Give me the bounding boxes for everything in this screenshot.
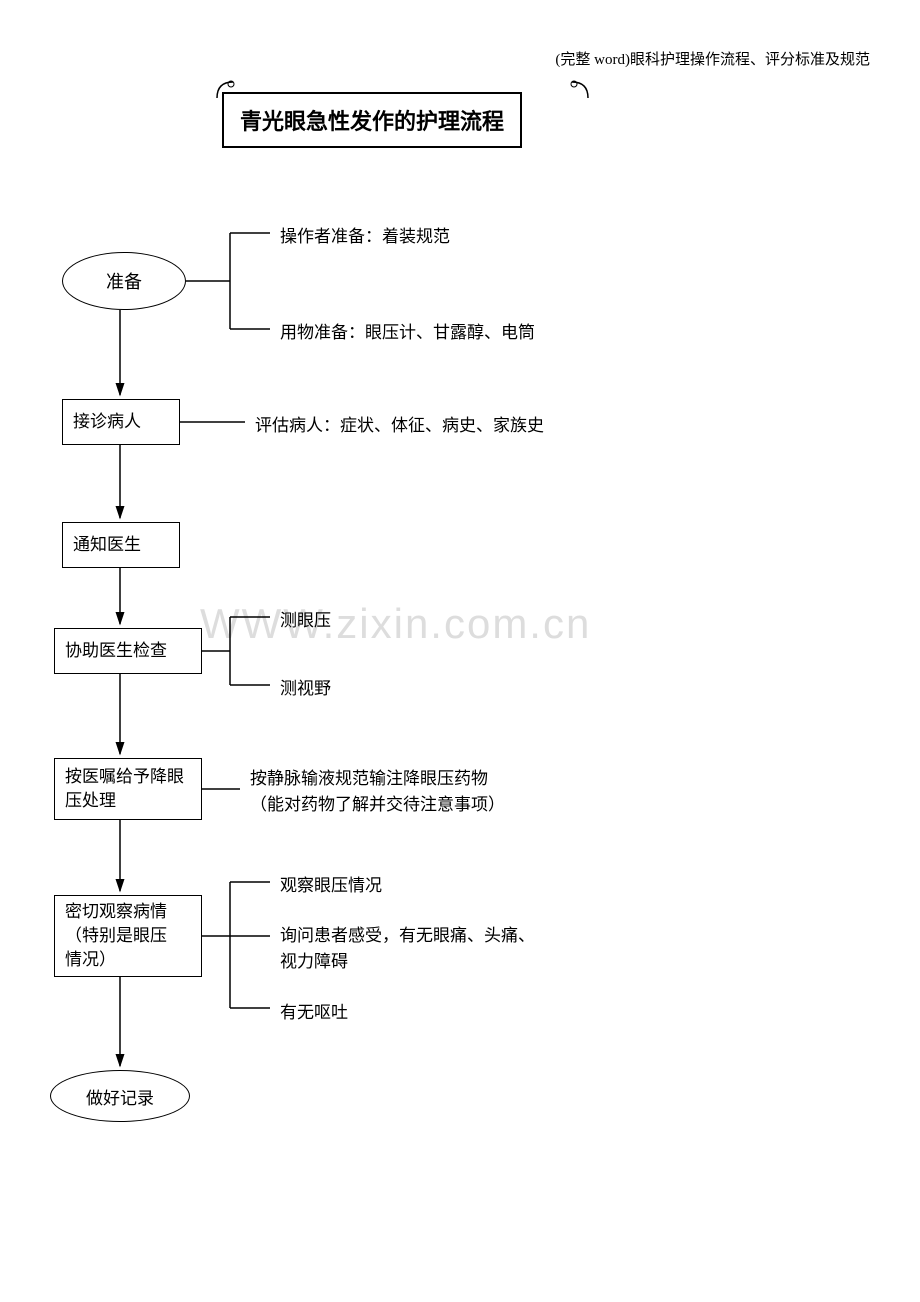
node-label: 接诊病人 <box>73 410 141 434</box>
annotation-assess-patient: 评估病人：症状、体征、病史、家族史 <box>255 413 544 439</box>
node-prepare: 准备 <box>62 252 186 310</box>
node-observe: 密切观察病情 （特别是眼压 情况） <box>54 895 202 977</box>
node-label: 密切观察病情 （特别是眼压 情况） <box>65 900 167 971</box>
annotation-measure-iop: 测眼压 <box>280 608 331 634</box>
node-label: 按医嘱给予降眼 压处理 <box>65 765 184 813</box>
flowchart-container: 准备 接诊病人 通知医生 协助医生检查 按医嘱给予降眼 压处理 密切观察病情 （… <box>0 0 920 1302</box>
annotation-observe-iop: 观察眼压情况 <box>280 873 382 899</box>
node-record: 做好记录 <box>50 1070 190 1122</box>
node-assist-exam: 协助医生检查 <box>54 628 202 674</box>
node-label: 协助医生检查 <box>65 639 167 663</box>
annotation-supplies-prep: 用物准备：眼压计、甘露醇、电筒 <box>280 320 535 346</box>
annotation-vomit: 有无呕吐 <box>280 1000 348 1026</box>
node-receive-patient: 接诊病人 <box>62 399 180 445</box>
annotation-ask-patient: 询问患者感受，有无眼痛、头痛、 视力障碍 <box>280 923 535 974</box>
annotation-iv-treatment: 按静脉输液规范输注降眼压药物 （能对药物了解并交待注意事项） <box>250 766 505 817</box>
node-treatment: 按医嘱给予降眼 压处理 <box>54 758 202 820</box>
annotation-measure-field: 测视野 <box>280 676 331 702</box>
annotation-operator-prep: 操作者准备：着装规范 <box>280 224 450 250</box>
node-label: 做好记录 <box>86 1084 154 1109</box>
node-label: 准备 <box>106 268 142 294</box>
node-notify-doctor: 通知医生 <box>62 522 180 568</box>
node-label: 通知医生 <box>73 533 141 557</box>
